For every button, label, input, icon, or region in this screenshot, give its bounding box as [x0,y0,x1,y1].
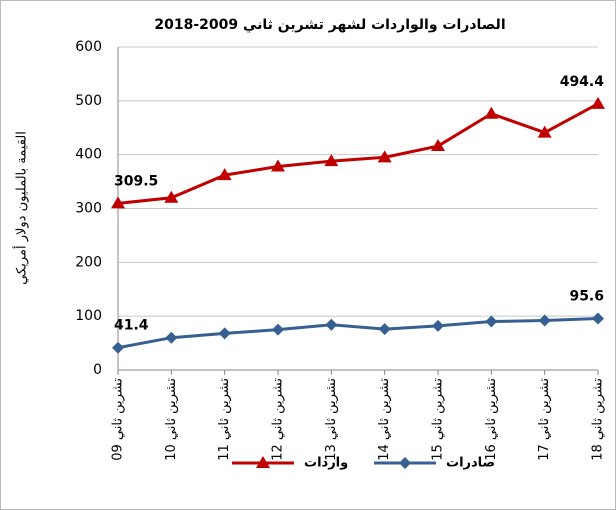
chart-title: الصادرات والواردات لشهر تشرين ثاني 2009-… [154,17,505,33]
marker [324,154,339,167]
y-tick-label: 400 [75,147,102,163]
x-tick-label: تشرين ثاني 17 [537,378,552,461]
marker [485,315,498,328]
x-tick-label: تشرين ثاني 09 [111,378,126,461]
marker [431,139,445,152]
y-tick-label: 500 [75,93,102,109]
y-tick-label: 0 [93,362,102,378]
y-tick-label: 200 [75,254,102,270]
series-line [117,317,599,350]
x-tick-label: تشرين ثاني 15 [431,378,446,461]
x-tick-label: تشرين ثاني 12 [271,378,286,461]
marker [591,96,605,109]
value-label: 41.4 [114,318,149,334]
marker [484,106,499,119]
marker [592,312,604,325]
legend-label: واردات [304,456,348,471]
marker [165,331,178,344]
marker [218,327,231,340]
value-label: 309.5 [114,173,158,189]
marker [272,323,284,336]
legend-label: صادرات [446,456,495,471]
value-label: 494.4 [560,74,605,90]
marker [399,457,411,469]
value-label: 95.6 [569,289,604,305]
x-tick-label: تشرين ثاني 11 [217,378,232,461]
y-tick-label: 300 [75,201,102,217]
y-axis-title: القيمة بالمليون دولار أمريكي [13,131,30,285]
marker [377,150,392,163]
x-tick-label: تشرين ثاني 13 [324,378,339,461]
marker [325,318,338,331]
y-tick-label: 100 [75,308,102,324]
x-tick-label: تشرين ثاني 14 [377,378,392,461]
marker [217,168,232,181]
marker [378,323,391,336]
marker [537,125,552,138]
series-line [117,102,599,205]
x-tick-label: تشرين ثاني 18 [591,378,606,461]
x-tick-label: تشرين ثاني 10 [164,378,179,461]
marker [271,159,285,172]
marker [256,456,270,468]
x-tick-label: تشرين ثاني 16 [484,378,499,461]
marker [538,314,551,327]
marker [164,190,179,203]
marker [112,341,124,354]
y-tick-label: 600 [75,39,102,55]
marker [111,196,125,209]
marker [432,319,444,332]
